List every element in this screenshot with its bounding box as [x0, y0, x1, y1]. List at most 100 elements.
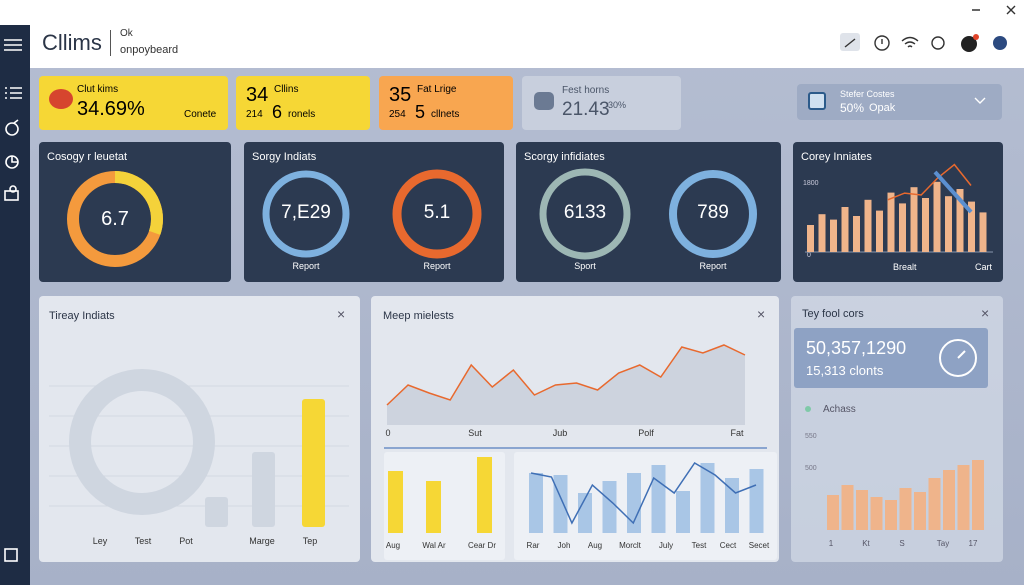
- dial-icon: [939, 339, 977, 377]
- bar: [972, 460, 984, 530]
- axis-label: 0: [807, 252, 811, 259]
- x-label: Wal Ar: [422, 541, 446, 550]
- x-label: Tep: [303, 536, 318, 546]
- bar: [426, 481, 441, 533]
- gauge-panel: Sorgy Indiats 7,E29 Report 5.1 Report: [244, 142, 504, 282]
- small-number: 15,313 clonts: [806, 363, 884, 378]
- bar-chart: Ley Test Pot Marge Tep: [49, 369, 349, 546]
- note: Conete: [184, 109, 217, 120]
- label: Fat Lrige: [417, 84, 457, 95]
- x-label: Ley: [93, 536, 108, 546]
- chart-panel: Meep mielests × 0 Sut Jub Polf Fat Aug Wal Ar C…: [371, 296, 779, 562]
- x-label: Sut: [468, 428, 482, 438]
- bar: [725, 478, 739, 533]
- count: 6: [272, 102, 283, 122]
- close-button[interactable]: ×: [337, 306, 346, 322]
- bar: [956, 189, 964, 252]
- bar: [910, 187, 918, 252]
- bar: [205, 497, 228, 527]
- value: 50%: [840, 101, 865, 115]
- x-label: Fat: [730, 428, 744, 438]
- bar: [928, 478, 941, 530]
- value: 34: [246, 84, 269, 106]
- line: [530, 461, 757, 525]
- axis-label: 1800: [803, 180, 819, 187]
- sidebar-icons: [4, 39, 22, 562]
- subtitle: onpoybeard: [120, 44, 179, 56]
- line: [887, 163, 972, 201]
- bar: [864, 199, 872, 252]
- stat-card[interactable]: 34 Cllins 214 6 ronels: [236, 76, 370, 130]
- line: [386, 344, 746, 406]
- gauge-label: Report: [699, 261, 727, 271]
- bar: [388, 471, 403, 533]
- close-button[interactable]: ×: [757, 306, 766, 322]
- x-label: Kt: [862, 539, 870, 548]
- x-label: Morclt: [619, 541, 642, 550]
- bar: [252, 452, 275, 527]
- x-label: Rar: [527, 541, 540, 550]
- label: Cllins: [274, 84, 299, 95]
- x-label: 1: [829, 539, 834, 548]
- bar-chart: 1 Kt S Tay 17: [827, 460, 984, 548]
- x-label: Marge: [249, 536, 275, 546]
- panel-title: Scorgy infidiates: [524, 151, 605, 163]
- gauge-value: 7,E29: [281, 202, 331, 223]
- bar: [922, 198, 929, 252]
- bar: [841, 485, 854, 530]
- x-label: Brealt: [893, 262, 917, 272]
- bar: [870, 497, 883, 530]
- bar: [914, 492, 926, 530]
- tag: Ok: [120, 28, 133, 39]
- dropdown[interactable]: Stefer Costes 50% Opak: [797, 84, 1002, 120]
- area-chart: 0 Sut Jub Polf Fat Aug Wal Ar Cear Dr Rar Joh Aug M…: [384, 344, 777, 560]
- stat-card[interactable]: Fest horns 21.43 30%: [522, 76, 681, 130]
- bar: [818, 214, 826, 252]
- bar: [807, 225, 814, 252]
- x-label: Aug: [588, 541, 602, 550]
- x-label: Pot: [179, 536, 193, 546]
- big-number: 50,357,1290: [806, 338, 907, 358]
- bar: [957, 465, 970, 530]
- x-label: Cect: [720, 541, 737, 550]
- chart-panel: Tey fool cors × 50,357,1290 15,313 clont…: [791, 296, 1003, 562]
- sub-card: [384, 452, 505, 560]
- toolbar: [840, 5, 1016, 52]
- bar: [943, 470, 955, 530]
- x-label: Aug: [386, 541, 400, 550]
- legend-dot: [805, 406, 811, 412]
- x-label: 17: [969, 539, 978, 548]
- x-label: Test: [692, 541, 707, 550]
- sub-label: cllnets: [431, 109, 460, 120]
- sub-value: 214: [246, 109, 263, 120]
- value: 21.43: [562, 99, 610, 120]
- stat-card[interactable]: 35 Fat Lrige 254 5 cllnets: [379, 76, 513, 130]
- sub-value: 254: [389, 109, 406, 120]
- value: 35: [389, 84, 412, 106]
- x-label: Polf: [638, 428, 654, 438]
- icon: [534, 92, 554, 110]
- bar: [933, 181, 941, 252]
- x-label: July: [659, 541, 673, 550]
- accent: [933, 170, 973, 214]
- x-label: 0: [385, 428, 390, 438]
- bar: [749, 469, 764, 533]
- area: [387, 345, 745, 425]
- stat-card[interactable]: Clut kims 34.69% Conete: [39, 76, 228, 130]
- bar: [553, 475, 568, 533]
- gauge-value: 789: [697, 202, 729, 223]
- note: Opak: [869, 102, 896, 114]
- value: 34.69%: [77, 98, 145, 120]
- x-label: Tay: [937, 539, 949, 548]
- bar: [827, 495, 839, 530]
- panel-title: Cosogy r leuetat: [47, 151, 128, 163]
- gauge-label: Sport: [574, 261, 596, 271]
- bar-chart: [805, 163, 993, 253]
- label: Stefer Costes: [840, 89, 895, 99]
- close-button[interactable]: ×: [981, 305, 990, 321]
- x-label: Test: [135, 536, 152, 546]
- gauge-value: 6.7: [101, 208, 129, 230]
- chevron: [974, 97, 986, 104]
- bar: [876, 210, 883, 252]
